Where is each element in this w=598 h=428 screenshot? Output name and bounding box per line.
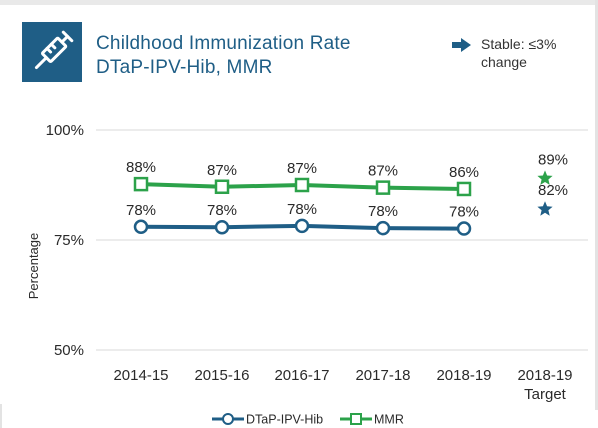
data-point-mmr — [375, 180, 391, 195]
stability-note-text: Stable: ≤3% change — [481, 36, 557, 70]
x-tick-label: 2016-17 — [274, 367, 329, 384]
data-label-mmr: 87% — [368, 163, 398, 180]
data-point-mmr — [133, 176, 149, 192]
x-tick-label: 2018-19 — [436, 367, 491, 384]
data-point-dtap-ipv-hib — [375, 220, 391, 236]
legend-marker-dtap — [222, 413, 234, 425]
axis-layer: 50% 75% 100% Percentage 2014-15 2015-16 2016-1… — [26, 122, 573, 403]
title-line-2: DTaP-IPV-Hib, MMR — [96, 57, 273, 78]
data-point-dtap-ipv-hib — [294, 218, 310, 234]
data-label-mmr: 86% — [449, 164, 479, 181]
legend-label-mmr: MMR — [374, 413, 404, 427]
syringe-icon — [22, 22, 82, 82]
data-label-mmr: 87% — [207, 162, 237, 179]
target-star-mmr — [537, 170, 553, 185]
data-label-dtap-ipv-hib: 78% — [368, 203, 398, 220]
y-tick-label: 50% — [54, 342, 84, 359]
x-tick-label: 2017-18 — [355, 367, 410, 384]
data-point-mmr — [294, 177, 310, 193]
data-point-dtap-ipv-hib — [214, 219, 230, 235]
y-tick-label: 75% — [54, 232, 84, 249]
arrow-right-icon — [452, 38, 471, 52]
data-label-dtap-ipv-hib: 78% — [207, 202, 237, 219]
data-point-dtap-ipv-hib — [456, 221, 472, 236]
frame-top-border — [0, 0, 598, 5]
target-label-dtap-ipv-hib: 82% — [538, 182, 568, 199]
legend-label-dtap: DTaP-IPV-Hib — [246, 413, 323, 427]
legend-marker-mmr — [350, 413, 362, 425]
data-point-mmr — [214, 179, 230, 195]
series-layer: 78% 78% 78% 78% 78% 88% 87% 87% 87% 86% 89% 82% — [126, 151, 568, 236]
data-point-dtap-ipv-hib — [133, 219, 149, 235]
target-star-dtap-ipv-hib — [537, 201, 553, 216]
data-label-mmr: 88% — [126, 159, 156, 176]
data-label-dtap-ipv-hib: 78% — [287, 201, 317, 218]
x-tick-label-target-line2: Target — [524, 386, 567, 403]
title-line-1: Childhood Immunization Rate — [96, 33, 351, 54]
grid-layer — [96, 129, 588, 351]
frame-left-border — [0, 404, 2, 428]
data-label-dtap-ipv-hib: 78% — [449, 204, 479, 221]
stability-note: Stable: ≤3% change — [451, 35, 561, 71]
chart-title: Childhood Immunization Rate DTaP-IPV-Hib… — [96, 32, 351, 80]
frame-right-border — [595, 0, 598, 410]
target-label-mmr: 89% — [538, 151, 568, 168]
data-label-dtap-ipv-hib: 78% — [126, 202, 156, 219]
x-tick-label: 2015-16 — [194, 367, 249, 384]
chart-legend: DTaP-IPV-Hib MMR — [212, 413, 404, 427]
y-tick-label: 100% — [46, 122, 84, 139]
data-point-mmr — [456, 181, 472, 197]
data-label-mmr: 87% — [287, 160, 317, 177]
y-axis-label: Percentage — [26, 233, 41, 300]
x-tick-label: 2014-15 — [113, 367, 168, 384]
x-tick-label-target: 2018-19 — [517, 367, 572, 384]
